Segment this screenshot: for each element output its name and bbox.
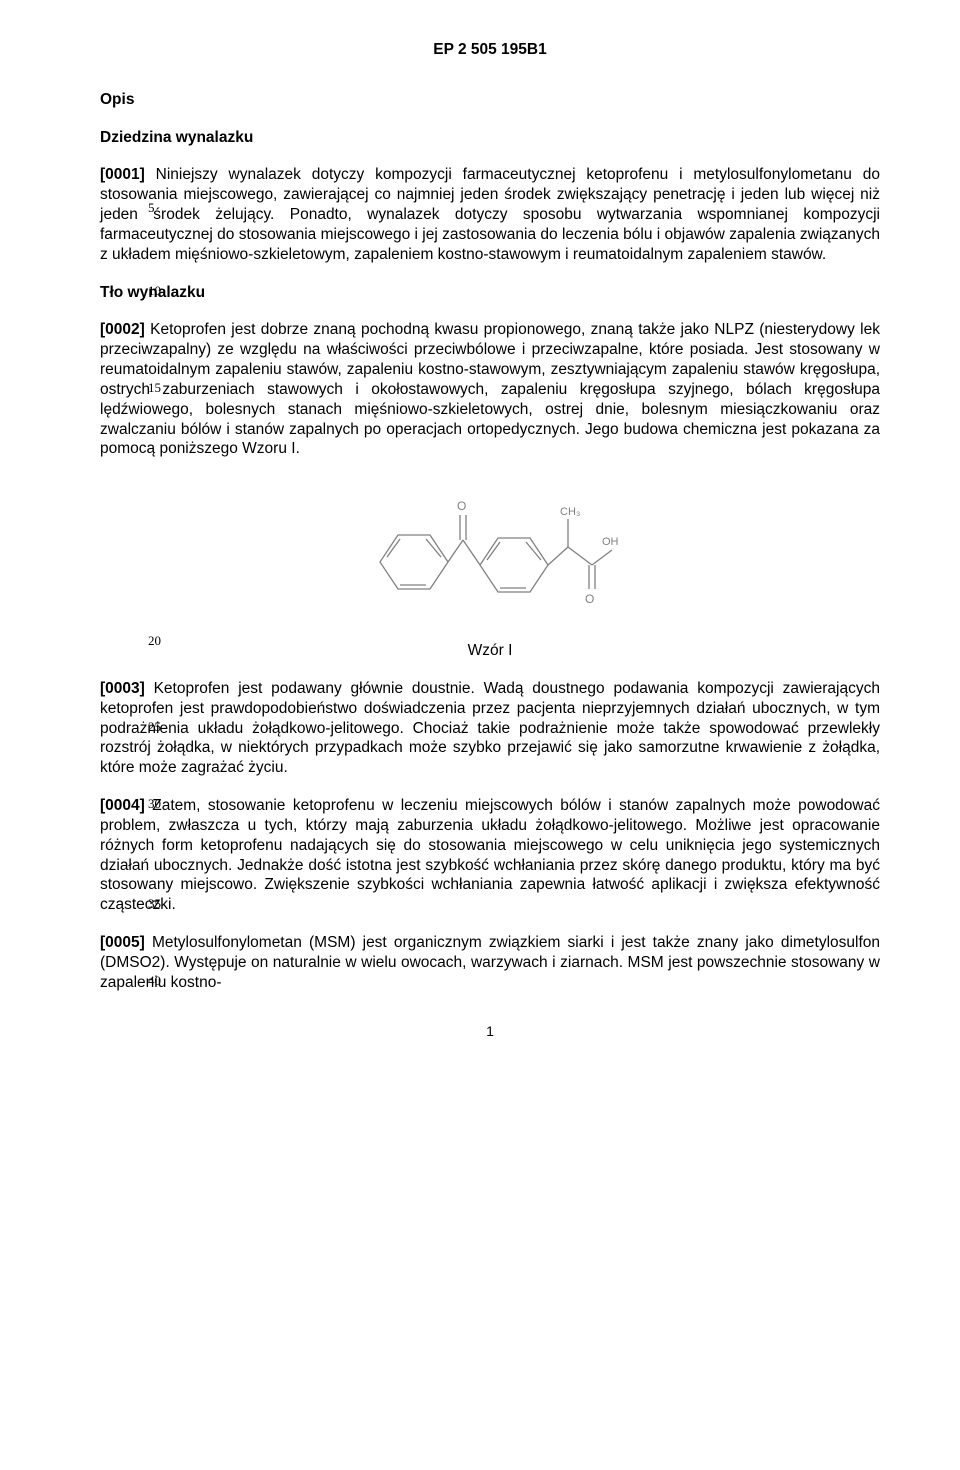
line-number: 5: [148, 200, 155, 217]
line-number: 10: [148, 283, 161, 300]
line-number: 40: [148, 973, 161, 990]
section-tlo: Tło wynalazku: [100, 283, 880, 303]
formula-label: Wzór I: [100, 641, 880, 661]
line-number: 15: [148, 380, 161, 397]
chemical-structure: O CH₃ O OH: [100, 477, 880, 633]
para-text: Metylosulfonylometan (MSM) jest organicz…: [100, 934, 880, 991]
doc-number-header: EP 2 505 195B1: [100, 40, 880, 60]
paragraph-0003: [0003] Ketoprofen jest podawany głównie …: [100, 679, 880, 778]
paragraph-0001: [0001] Niniejszy wynalazek dotyczy kompo…: [100, 165, 880, 264]
svg-text:CH₃: CH₃: [560, 506, 580, 518]
svg-text:OH: OH: [602, 536, 619, 548]
line-number: 30: [148, 796, 161, 813]
para-ref: [0004]: [100, 797, 145, 814]
para-text: Zatem, stosowanie ketoprofenu w leczeniu…: [100, 797, 880, 913]
line-number: 20: [148, 633, 161, 650]
svg-text:O: O: [457, 499, 466, 513]
section-dziedzina: Dziedzina wynalazku: [100, 128, 880, 148]
para-ref: [0005]: [100, 934, 145, 951]
para-text: Ketoprofen jest podawany głównie doustni…: [100, 680, 880, 776]
para-ref: [0003]: [100, 680, 145, 697]
page-number: 1: [100, 1023, 880, 1041]
paragraph-0005: [0005] Metylosulfonylometan (MSM) jest o…: [100, 933, 880, 992]
svg-text:O: O: [585, 592, 594, 606]
line-number: 35: [148, 896, 161, 913]
para-text: Niniejszy wynalazek dotyczy kompozycji f…: [100, 166, 880, 262]
para-ref: [0001]: [100, 166, 145, 183]
line-number: 25: [148, 719, 161, 736]
paragraph-0004: [0004] Zatem, stosowanie ketoprofenu w l…: [100, 796, 880, 915]
section-opis: Opis: [100, 90, 880, 110]
para-ref: [0002]: [100, 321, 145, 338]
para-text: Ketoprofen jest dobrze znaną pochodną kw…: [100, 321, 880, 457]
paragraph-0002: [0002] Ketoprofen jest dobrze znaną poch…: [100, 320, 880, 459]
